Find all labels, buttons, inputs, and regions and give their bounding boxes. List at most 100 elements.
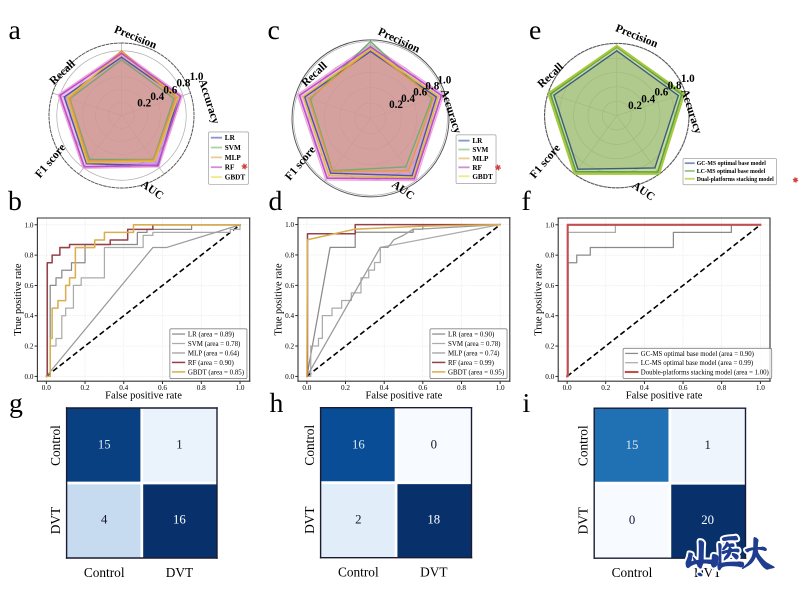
svg-text:0.8: 0.8 — [717, 384, 726, 392]
svg-text:MLP: MLP — [225, 154, 242, 162]
svg-text:Control: Control — [302, 425, 317, 466]
svg-text:RF: RF — [225, 164, 235, 172]
svg-text:LR (area = 0.90): LR (area = 0.90) — [448, 330, 494, 338]
svg-text:0.4: 0.4 — [380, 384, 389, 392]
svg-text:b: b — [8, 186, 22, 217]
svg-text:0.4: 0.4 — [401, 93, 415, 105]
svg-text:0.0: 0.0 — [563, 384, 572, 392]
svg-text:RF (area = 0.99): RF (area = 0.99) — [448, 359, 494, 367]
svg-text:RF: RF — [472, 164, 482, 172]
svg-text:0.2: 0.2 — [285, 343, 294, 351]
svg-text:h: h — [270, 388, 284, 419]
svg-text:True positive rate: True positive rate — [13, 263, 24, 335]
svg-text:0.6: 0.6 — [285, 282, 294, 290]
svg-text:18: 18 — [427, 512, 440, 526]
svg-text:SVM (area = 0.78): SVM (area = 0.78) — [188, 340, 240, 348]
svg-text:0.2: 0.2 — [389, 99, 403, 111]
svg-text:0.4: 0.4 — [545, 312, 554, 320]
svg-text:0.4: 0.4 — [24, 312, 33, 320]
svg-text:0.0: 0.0 — [24, 373, 33, 381]
svg-text:0.6: 0.6 — [654, 87, 668, 99]
svg-text:0.6: 0.6 — [418, 384, 427, 392]
svg-text:0.0: 0.0 — [42, 384, 51, 392]
svg-text:0.6: 0.6 — [679, 384, 688, 392]
svg-text:DVT: DVT — [420, 565, 447, 580]
svg-text:1.0: 1.0 — [437, 74, 451, 86]
svg-text:Control: Control — [48, 425, 63, 466]
svg-text:MLP: MLP — [472, 155, 489, 163]
svg-text:1: 1 — [704, 438, 710, 452]
svg-text:0.2: 0.2 — [81, 384, 90, 392]
svg-text:GC-MS optimal base model (area: GC-MS optimal base model (area = 0.90) — [641, 351, 754, 358]
svg-text:0.2: 0.2 — [341, 384, 350, 392]
svg-text:LC-MS optimal base model: LC-MS optimal base model — [697, 169, 766, 175]
svg-text:0.0: 0.0 — [545, 373, 554, 381]
svg-text:e: e — [529, 15, 541, 46]
svg-text:0: 0 — [629, 513, 635, 527]
svg-text:GC-MS optimal base model: GC-MS optimal base model — [697, 161, 767, 167]
svg-text:DVT: DVT — [48, 507, 63, 534]
svg-text:False positive rate: False positive rate — [366, 390, 443, 401]
svg-text:GBDT (area = 0.85): GBDT (area = 0.85) — [188, 368, 244, 376]
svg-text:MLP (area = 0.74): MLP (area = 0.74) — [448, 349, 499, 357]
svg-text:False positive rate: False positive rate — [626, 390, 703, 401]
svg-text:SVM: SVM — [472, 146, 488, 154]
svg-text:LR: LR — [225, 134, 236, 142]
svg-text:16: 16 — [352, 437, 365, 451]
svg-text:0.2: 0.2 — [628, 100, 642, 112]
svg-text:0.6: 0.6 — [163, 84, 177, 96]
svg-text:GBDT: GBDT — [225, 174, 246, 182]
svg-text:0.8: 0.8 — [425, 81, 439, 93]
svg-text:1.0: 1.0 — [681, 73, 695, 85]
svg-text:0.6: 0.6 — [24, 282, 33, 290]
svg-text:15: 15 — [626, 438, 639, 452]
svg-text:a: a — [8, 15, 20, 46]
svg-text:True positive rate: True positive rate — [274, 263, 285, 335]
svg-text:0.6: 0.6 — [413, 87, 427, 99]
svg-text:0.2: 0.2 — [24, 343, 33, 351]
svg-text:20: 20 — [701, 513, 714, 527]
svg-text:0.8: 0.8 — [457, 384, 466, 392]
svg-text:0.4: 0.4 — [640, 384, 649, 392]
svg-text:1.0: 1.0 — [545, 221, 554, 229]
svg-text:LR (area = 0.89): LR (area = 0.89) — [188, 330, 234, 338]
svg-text:DVT: DVT — [302, 506, 317, 533]
svg-text:0.2: 0.2 — [545, 343, 554, 351]
svg-text:4: 4 — [101, 513, 108, 527]
svg-text:GBDT (area = 0.95): GBDT (area = 0.95) — [448, 368, 504, 376]
svg-text:Double-platforms stacking mode: Double-platforms stacking model (area = … — [641, 369, 769, 376]
svg-text:True positive rate: True positive rate — [534, 263, 545, 335]
svg-text:0.8: 0.8 — [545, 252, 554, 260]
svg-text:False positive rate: False positive rate — [105, 390, 182, 401]
svg-text:c: c — [268, 15, 280, 46]
svg-text:LR: LR — [472, 137, 483, 145]
svg-text:0.8: 0.8 — [24, 252, 33, 260]
svg-text:1.0: 1.0 — [496, 384, 505, 392]
svg-text:0.8: 0.8 — [285, 251, 294, 259]
svg-text:1: 1 — [176, 438, 182, 452]
svg-text:SVM (area = 0.78): SVM (area = 0.78) — [448, 340, 500, 348]
svg-text:1.0: 1.0 — [24, 221, 33, 229]
svg-text:0.4: 0.4 — [119, 384, 128, 392]
svg-text:1.0: 1.0 — [285, 221, 294, 229]
svg-text:Control: Control — [576, 425, 591, 466]
svg-text:15: 15 — [98, 438, 111, 452]
svg-text:g: g — [9, 388, 23, 419]
svg-text:MLP (area = 0.64): MLP (area = 0.64) — [188, 349, 239, 357]
svg-text:f: f — [522, 186, 532, 217]
svg-text:2: 2 — [355, 512, 361, 526]
svg-text:0.4: 0.4 — [150, 91, 164, 103]
svg-text:Control: Control — [612, 565, 653, 580]
svg-text:GBDT: GBDT — [472, 173, 493, 181]
svg-text:i: i — [523, 388, 531, 419]
svg-text:0.8: 0.8 — [177, 78, 191, 90]
svg-text:1.0: 1.0 — [756, 384, 765, 392]
svg-text:SVM: SVM — [225, 144, 241, 152]
svg-text:1.0: 1.0 — [235, 384, 244, 392]
svg-text:0.4: 0.4 — [285, 312, 294, 320]
svg-text:RF (area = 0.90): RF (area = 0.90) — [188, 359, 234, 367]
svg-text:Control: Control — [338, 565, 379, 580]
svg-text:Control: Control — [84, 565, 125, 580]
svg-text:0.4: 0.4 — [641, 93, 655, 105]
svg-text:0.0: 0.0 — [302, 384, 311, 392]
